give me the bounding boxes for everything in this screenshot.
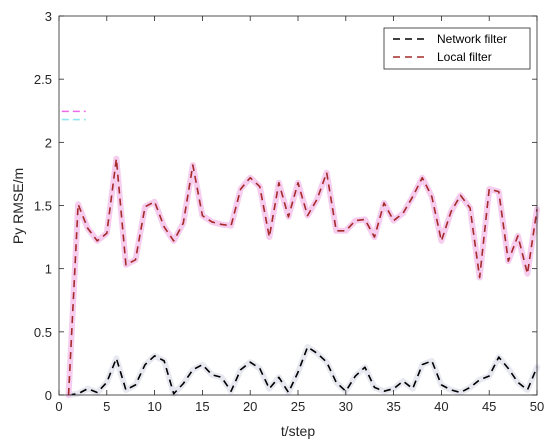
y-tick-label: 0 (45, 388, 52, 403)
x-tick-label: 0 (55, 399, 62, 414)
x-tick-label: 50 (530, 399, 544, 414)
x-tick-label: 5 (103, 399, 110, 414)
x-tick-label: 25 (291, 399, 305, 414)
y-axis-label: Py RMSE/m (10, 168, 26, 244)
y-tick-label: 2.5 (34, 72, 52, 87)
x-tick-label: 35 (386, 399, 400, 414)
x-tick-label: 30 (339, 399, 353, 414)
series-line-local-filter (67, 157, 538, 396)
y-tick-label: 0.5 (34, 325, 52, 340)
x-tick-label: 40 (434, 399, 448, 414)
series-line-network-filter (68, 346, 538, 396)
x-axis-ticks: 0 5 10 15 20 25 30 35 40 45 50 (55, 16, 544, 414)
y-tick-label: 1.5 (34, 199, 52, 214)
x-tick-label: 15 (195, 399, 209, 414)
y-axis-ticks: 0 0.5 1 1.5 2 2.5 3 (34, 9, 537, 403)
x-tick-label: 10 (147, 399, 161, 414)
ghost-marks (61, 110, 86, 121)
y-tick-label: 2 (45, 135, 52, 150)
x-tick-label: 20 (243, 399, 257, 414)
y-tick-label: 1 (45, 262, 52, 277)
legend-box (383, 27, 531, 70)
series-layer (65, 155, 540, 398)
x-axis-label: t/step (281, 423, 315, 439)
legend-label-local-filter: Local filter (437, 50, 492, 64)
y-tick-label: 3 (45, 9, 52, 24)
legend-label-network-filter: Network filter (437, 32, 507, 46)
x-tick-label: 45 (482, 399, 496, 414)
legend: Network filter Local filter (383, 27, 531, 70)
